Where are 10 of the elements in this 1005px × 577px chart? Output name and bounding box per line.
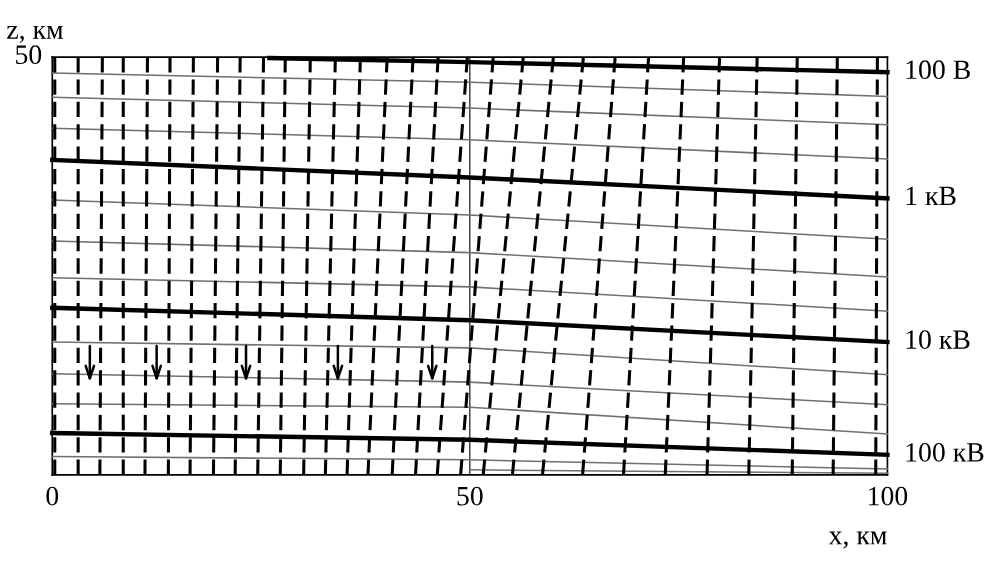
series-label: 10 кВ: [906, 330, 970, 349]
series-label: 100 кВ: [906, 443, 984, 462]
series-label: 1 кВ: [906, 186, 956, 206]
y-axis-title: z, км: [7, 25, 63, 43]
text: 50: [16, 45, 42, 65]
x-tick-label: 100: [869, 486, 908, 506]
series-label: 100 В: [906, 60, 970, 80]
x-axis-title: x, км: [828, 531, 887, 549]
x-tick-label: 0: [46, 486, 59, 506]
x-tick-label: 50: [457, 486, 483, 506]
